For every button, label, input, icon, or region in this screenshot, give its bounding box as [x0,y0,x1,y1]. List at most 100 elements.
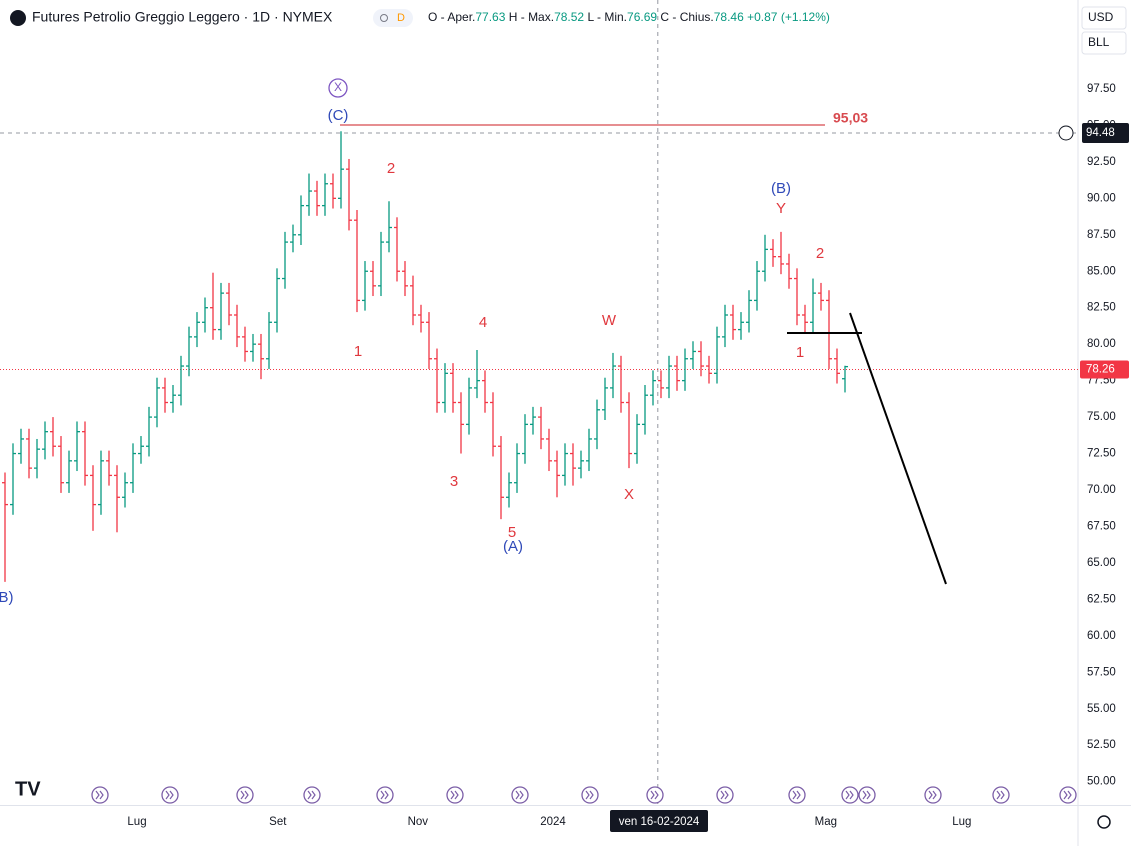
event-icon [924,786,942,804]
ohlc-bar [194,312,200,348]
event-icon-arrow [1063,790,1072,800]
status-pill [373,9,413,27]
ohlc-bar [290,224,296,253]
event-icon [376,786,394,804]
y-tick-label: 85.00 [1087,265,1116,277]
ohlc-bar [266,312,272,369]
ohlc-bar [426,312,432,369]
symbol-icon [10,10,26,26]
ohlc-bar [594,399,600,450]
ohlc-bar [306,173,312,216]
ohlc-bar [682,348,688,391]
ohlc-bar [706,355,712,384]
ohlc-bar [218,282,224,340]
ohlc-bar [514,443,520,493]
ohlc-bar [474,350,480,399]
ohlc-bar [354,210,360,313]
wave-label: (B) [771,180,791,197]
event-icon [841,786,859,804]
ohlc-bar [282,231,288,289]
ohlc-bar [90,465,96,531]
wave-label: (A) [503,538,523,555]
event-icon [1059,786,1077,804]
ohlc-label: O - Aper. [428,10,475,24]
ohlc-bar [170,385,176,413]
ohlc-bar [394,217,400,282]
event-icon [581,786,599,804]
symbol-title[interactable]: Futures Petrolio Greggio Leggero · 1D · … [32,9,333,25]
wave-label: 2 [816,245,824,262]
event-icon-arrow [650,790,659,800]
y-tick-label: 90.00 [1087,192,1116,204]
event-icon [91,786,109,804]
ohlc-bar [658,370,664,399]
currency[interactable]: USD [1088,10,1114,24]
y-tick-label: 75.00 [1087,411,1116,423]
ohlc-bar [386,201,392,253]
ohlc-bar [402,261,408,297]
ohlc-bar [298,195,304,245]
add-alert-icon [1058,125,1074,141]
wave-label: W [602,312,617,329]
currency-button[interactable] [1081,6,1127,30]
ohlc-bar [746,290,752,333]
ohlc-value: 76.69 [627,10,657,24]
y-tick-label: 62.50 [1087,593,1116,605]
crosshair-price: 94.48 [1086,127,1115,139]
ohlc-bar [818,282,824,311]
ohlc-bar [122,472,128,508]
ohlc-bar [570,443,576,486]
ohlc-bar [554,450,560,498]
ohlc-bar [106,450,112,486]
ohlc-bar [58,436,64,493]
ohlc-bar [42,421,48,460]
ohlc-bar [66,450,72,493]
ohlc-bar [74,421,80,472]
wave-label: 4 [479,314,487,331]
ohlc-bar [610,352,616,399]
ohlc-bar [18,428,24,464]
ohlc-bar [826,290,832,369]
ohlc-bar [602,377,608,420]
ohlc-bar [714,326,720,384]
annotation-circle [328,78,348,98]
wave-label: Y [776,200,786,217]
y-tick-label: 52.50 [1087,739,1116,751]
ohlc-bar [650,370,656,406]
ohlc-bar [2,472,8,582]
y-tick-label: 55.00 [1087,703,1116,715]
settings-icon[interactable] [1097,815,1111,829]
event-icon [303,786,321,804]
ohlc-value: 77.63 [475,10,505,24]
ohlc-bar [522,414,528,464]
y-tick-label: 82.50 [1087,302,1116,314]
y-tick-label: 97.50 [1087,83,1116,95]
logo: TV [15,778,41,800]
y-tick-label: 92.50 [1087,156,1116,168]
ohlc-bar [338,131,344,209]
ohlc-bar [258,333,264,380]
wave-label: 5 [508,524,516,541]
wave-label: 2 [387,160,395,177]
ohlc-bar [26,428,32,479]
y-tick-label: 67.50 [1087,520,1116,532]
unit[interactable]: BLL [1088,35,1110,49]
ohlc-bar [178,355,184,406]
ohlc-bar [130,443,136,493]
event-icon-arrow [996,790,1005,800]
y-tick-label: 57.50 [1087,666,1116,678]
crosshair-date-tag [610,810,708,832]
last-price-tag [1080,360,1129,379]
crosshair-price-tag [1082,123,1129,143]
x-tick-label: Lug [952,816,971,828]
event-icon [511,786,529,804]
event-icon-arrow [380,790,389,800]
ohlc-legend: O - Aper.77.63 H - Max.78.52 L - Min.76.… [428,10,830,24]
ohlc-bar [802,304,808,333]
unit-button[interactable] [1081,31,1127,55]
event-icon [716,786,734,804]
ohlc-bar [34,438,40,479]
ohlc-bar [162,377,168,413]
